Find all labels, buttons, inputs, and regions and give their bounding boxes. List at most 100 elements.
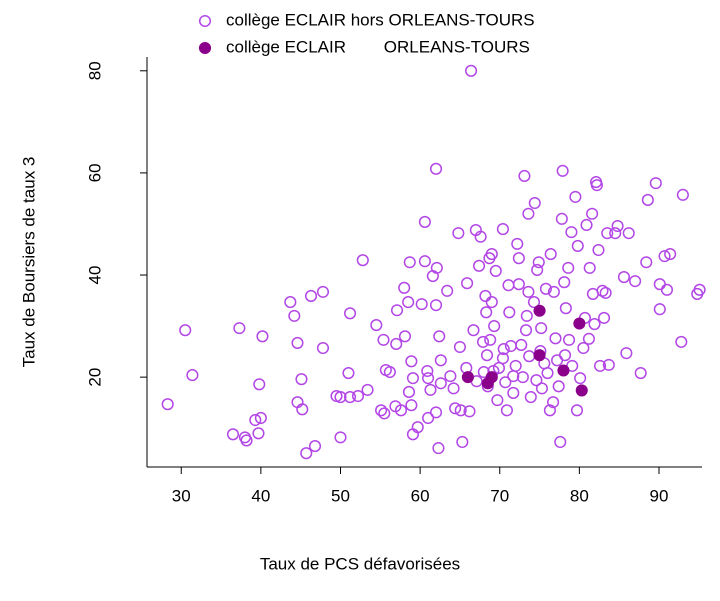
data-point xyxy=(461,371,474,384)
data-point xyxy=(403,256,416,269)
data-point xyxy=(574,372,587,385)
data-point xyxy=(528,196,541,210)
data-point xyxy=(569,190,582,203)
data-point xyxy=(522,207,535,220)
data-point xyxy=(551,354,564,367)
data-point xyxy=(617,271,631,284)
legend-marker xyxy=(198,14,212,28)
data-point xyxy=(580,218,593,232)
data-point xyxy=(253,378,266,391)
data-point xyxy=(463,405,476,418)
data-point xyxy=(649,177,662,190)
data-point xyxy=(467,324,480,337)
data-point xyxy=(334,431,347,444)
data-point xyxy=(599,286,612,299)
data-point xyxy=(609,227,622,240)
data-point xyxy=(555,212,568,225)
data-point xyxy=(233,322,246,335)
data-point xyxy=(434,377,447,390)
data-point xyxy=(334,390,347,404)
data-point xyxy=(308,440,322,453)
data-point xyxy=(343,307,357,320)
data-point xyxy=(499,376,512,389)
data-point xyxy=(411,421,424,434)
data-point xyxy=(351,389,365,403)
data-point xyxy=(405,355,418,368)
data-point xyxy=(383,365,396,379)
data-point xyxy=(515,338,528,352)
data-point xyxy=(402,385,416,398)
data-point xyxy=(356,254,369,267)
data-point xyxy=(658,250,671,263)
data-point xyxy=(582,332,595,345)
x-tick-label: 30 xyxy=(172,486,191,505)
data-point xyxy=(519,324,533,337)
data-point xyxy=(592,243,605,257)
data-point xyxy=(186,369,199,382)
y-tick-label: 60 xyxy=(85,163,104,182)
data-point xyxy=(573,317,586,330)
data-point xyxy=(252,427,265,440)
data-point xyxy=(497,343,510,356)
x-tick-label: 80 xyxy=(570,486,589,505)
data-point xyxy=(588,317,601,331)
data-point xyxy=(406,372,420,385)
data-point xyxy=(422,372,435,385)
data-point xyxy=(554,435,567,449)
y-tick-label: 20 xyxy=(85,368,104,387)
data-point xyxy=(575,384,588,397)
legend-label: collège ECLAIR hors ORLEANS-TOURS xyxy=(226,10,535,29)
data-point xyxy=(479,289,492,303)
data-point xyxy=(503,306,516,319)
data-point xyxy=(398,281,411,294)
x-tick-label: 60 xyxy=(411,486,430,505)
data-point xyxy=(249,413,262,427)
x-tick-label: 50 xyxy=(331,486,350,505)
data-point xyxy=(424,383,437,396)
data-point xyxy=(530,374,543,387)
data-point xyxy=(590,179,603,192)
data-point xyxy=(602,358,615,371)
data-point xyxy=(456,435,469,449)
data-point xyxy=(532,256,545,269)
data-point xyxy=(594,359,607,372)
data-point xyxy=(518,169,531,183)
y-tick-label: 80 xyxy=(85,61,104,80)
data-point xyxy=(429,406,443,419)
data-point xyxy=(342,367,355,380)
data-point xyxy=(485,248,498,261)
data-point xyxy=(557,364,570,377)
data-point xyxy=(316,341,330,355)
data-point xyxy=(422,411,435,425)
data-point xyxy=(418,215,431,228)
y-tick-label: 40 xyxy=(85,266,104,285)
data-point xyxy=(254,411,267,425)
data-point xyxy=(520,309,533,322)
data-point xyxy=(664,248,677,261)
data-point xyxy=(543,404,556,417)
data-point xyxy=(556,164,569,177)
data-point xyxy=(539,282,552,295)
data-point xyxy=(641,193,654,207)
data-point xyxy=(571,239,584,252)
data-point xyxy=(500,404,513,417)
data-point xyxy=(531,263,544,276)
data-point xyxy=(449,402,462,415)
data-point xyxy=(512,252,525,265)
data-point xyxy=(284,296,297,309)
data-point xyxy=(418,255,431,268)
y-axis-label: Taux de Boursiers de taux 3 xyxy=(19,157,38,368)
data-point xyxy=(676,188,689,201)
x-tick-label: 40 xyxy=(251,486,270,505)
data-point xyxy=(484,333,497,346)
data-point xyxy=(524,390,537,404)
data-point xyxy=(562,333,576,346)
data-point xyxy=(390,337,403,350)
data-point xyxy=(465,64,478,77)
data-point xyxy=(660,283,674,296)
data-point xyxy=(430,261,443,274)
data-point xyxy=(291,336,304,349)
legend-label: collège ECLAIR ORLEANS-TOURS xyxy=(226,37,530,56)
data-point xyxy=(288,309,301,322)
